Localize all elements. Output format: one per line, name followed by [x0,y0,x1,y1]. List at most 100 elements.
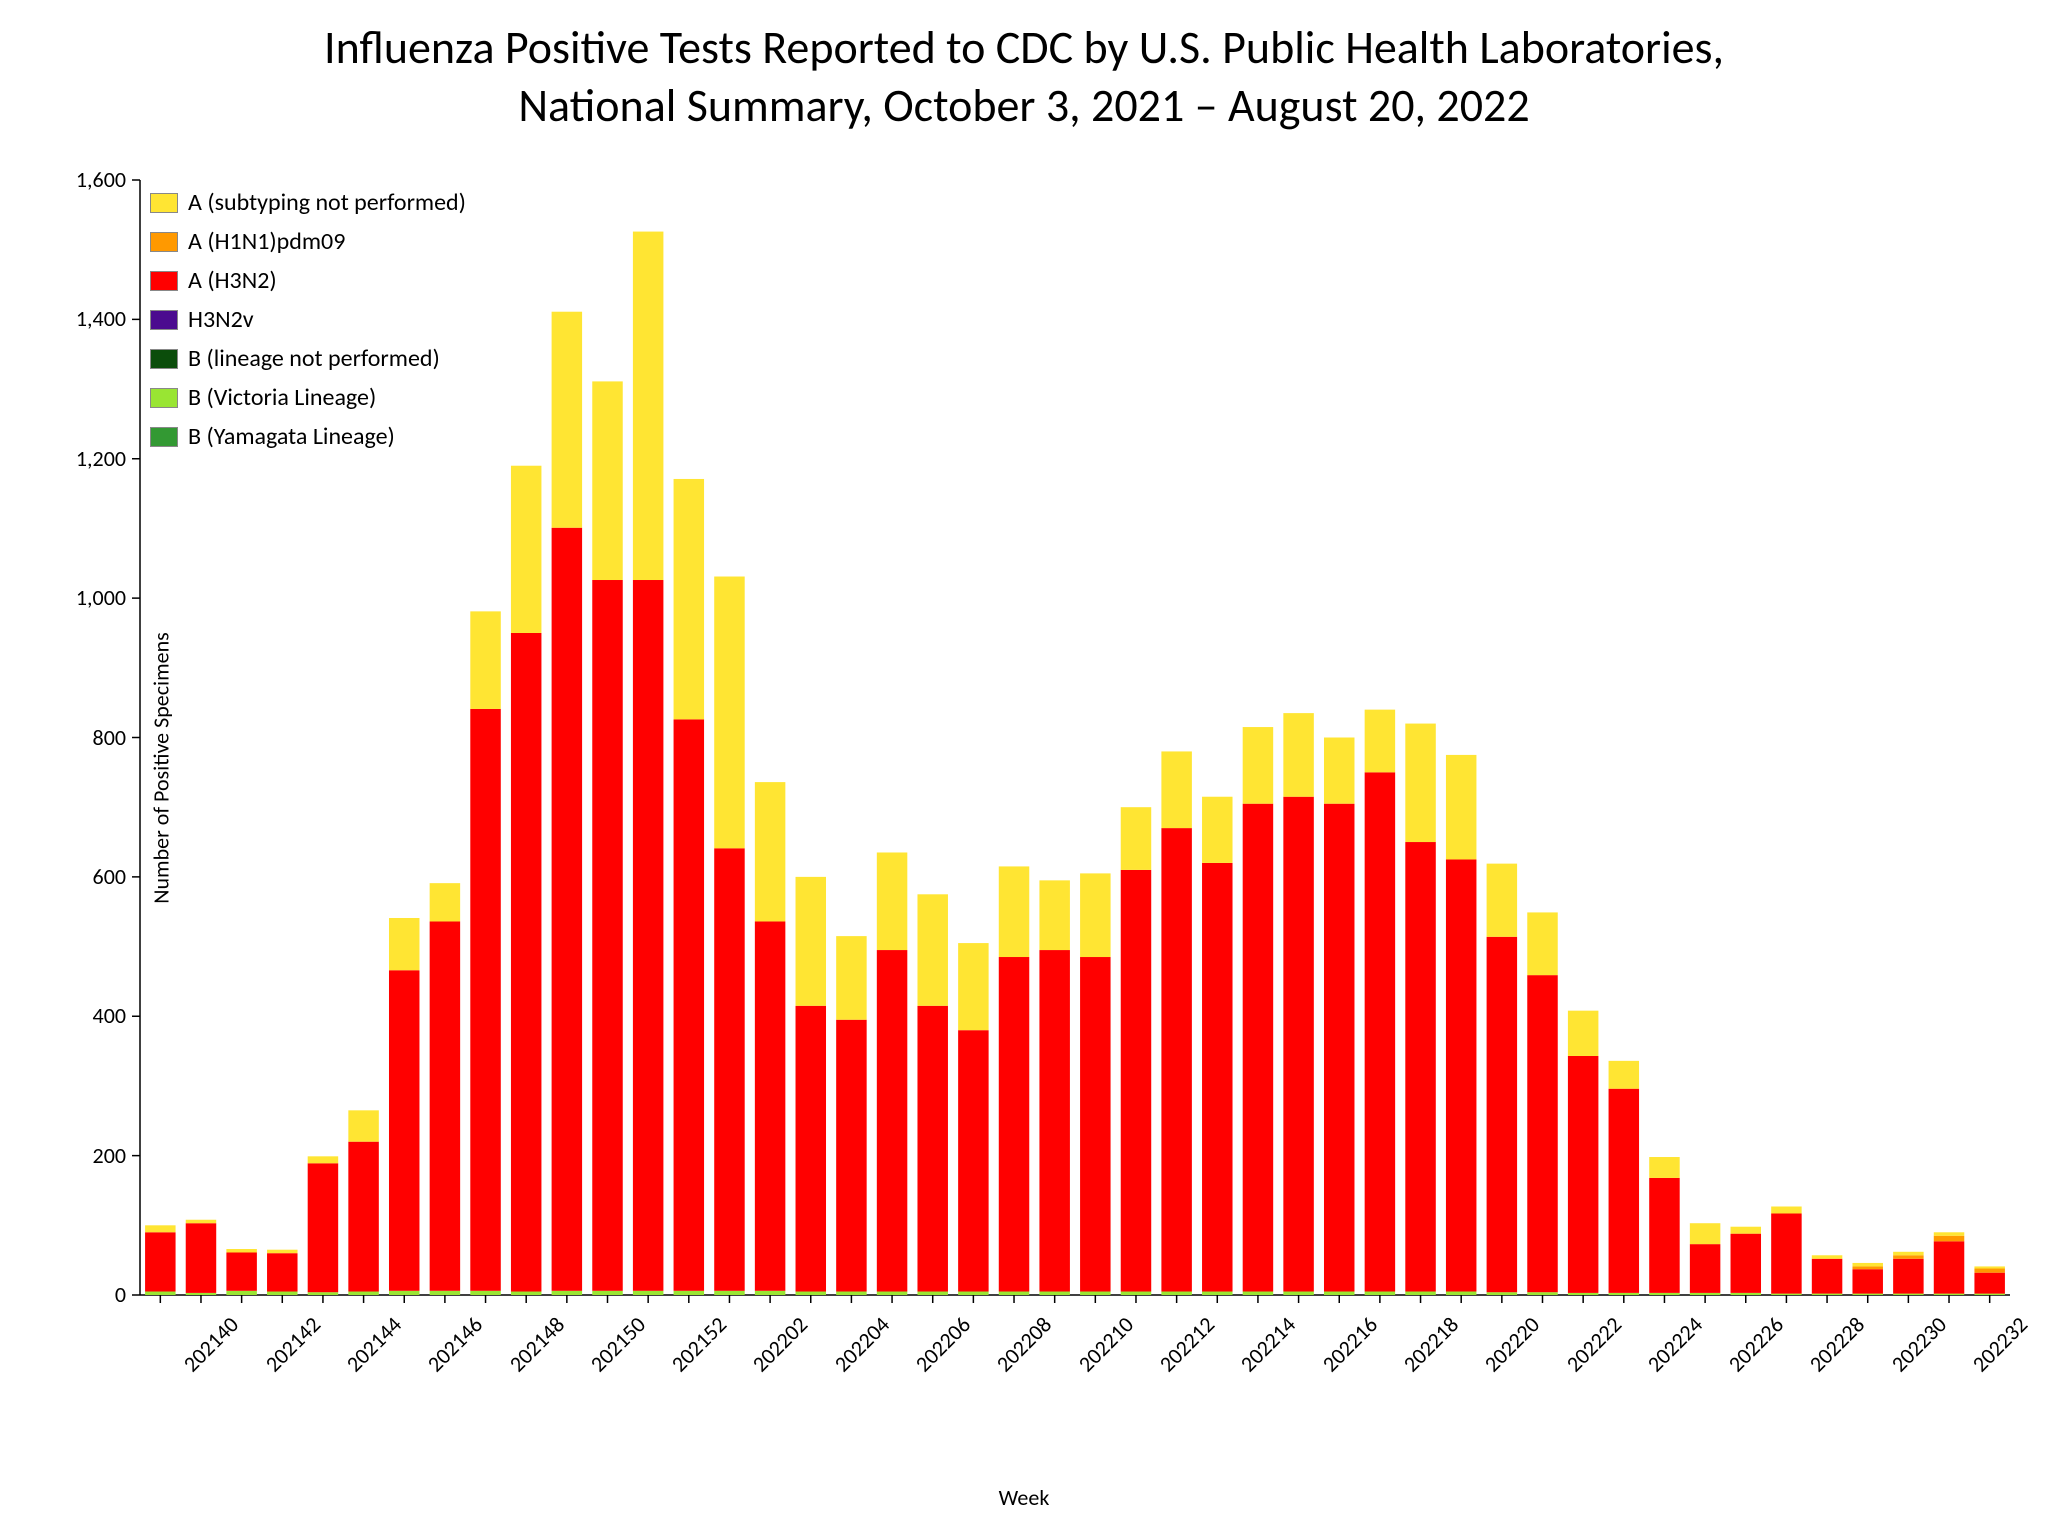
bar-segment [430,883,460,921]
bar-segment [1243,727,1273,804]
bar-segment [714,1291,744,1295]
bar-segment [836,936,866,1020]
bar-segment [1283,797,1313,1292]
bar-segment [348,1110,378,1141]
y-tick-label: 1,000 [0,584,126,611]
bar-segment [877,1292,907,1295]
bar-segment [1690,1293,1720,1295]
bar-segment [755,1291,785,1295]
bar-segment [755,782,785,921]
legend-swatch [150,349,178,369]
bar-segment [1487,937,1517,1292]
bar-segment [1161,828,1191,1291]
bar-segment [1446,1292,1476,1295]
bar-segment [348,1142,378,1292]
y-tick-label: 400 [0,1002,126,1029]
bar-segment [1405,842,1435,1291]
bar-segment [1161,1292,1191,1295]
bar-segment [511,466,541,633]
bar-segment [1934,1236,1964,1242]
bar-segment [917,1006,947,1292]
bar-segment [633,232,663,580]
bar-segment [308,1156,338,1163]
bar-segment [267,1292,297,1295]
bar-segment [592,1291,622,1295]
bar-segment [1080,957,1110,1292]
legend-swatch [150,310,178,330]
bar-segment [145,1225,175,1232]
legend-swatch [150,388,178,408]
chart-legend: A (subtyping not performed)A (H1N1)pdm09… [150,188,466,461]
bar-segment [389,1291,419,1295]
y-tick-label: 1,400 [0,305,126,332]
bar-segment [1812,1259,1842,1294]
legend-swatch [150,427,178,447]
bar-segment [1852,1269,1882,1293]
bar-segment [267,1250,297,1253]
bar-segment [1649,1293,1679,1295]
bar-segment [1649,1178,1679,1293]
bar-segment [999,957,1029,1292]
bar-segment [1080,1292,1110,1295]
legend-label: A (H3N2) [188,266,277,295]
bar-segment [958,1030,988,1291]
legend-swatch [150,193,178,213]
y-axis-label: Number of Positive Specimens [147,632,174,904]
bar-segment [470,709,500,1291]
bar-segment [348,1292,378,1295]
bar-segment [714,577,744,849]
bar-segment [836,1292,866,1295]
bar-segment [1568,1056,1598,1293]
bar-segment [430,921,460,1290]
bar-segment [1446,859,1476,1291]
bar-segment [1202,863,1232,1292]
bar-segment [1121,1292,1151,1295]
legend-label: A (H1N1)pdm09 [188,227,345,256]
bar-segment [145,1292,175,1295]
bar-segment [1812,1294,1842,1295]
bar-segment [1202,797,1232,863]
bar-segment [1934,1294,1964,1295]
x-axis-label: Week [0,1484,2048,1511]
legend-label: B (lineage not performed) [188,344,440,373]
bar-segment [755,921,785,1290]
bar-segment [1690,1244,1720,1293]
bar-segment [1893,1252,1923,1255]
legend-label: H3N2v [188,305,254,334]
bar-segment [430,1291,460,1295]
legend-swatch [150,232,178,252]
bar-segment [1324,1292,1354,1295]
bar-segment [1974,1266,2004,1268]
legend-swatch [150,271,178,291]
bar-segment [674,479,704,719]
bar-segment [1771,1294,1801,1295]
bar-segment [1934,1241,1964,1293]
bar-segment [1731,1293,1761,1295]
bar-segment [1365,710,1395,773]
legend-item: B (Yamagata Lineage) [150,422,466,451]
bar-segment [877,950,907,1291]
bar-segment [674,1291,704,1295]
bar-segment [592,381,622,580]
legend-item: A (H3N2) [150,266,466,295]
bar-segment [1487,1292,1517,1295]
bar-segment [674,719,704,1290]
bar-segment [1974,1294,2004,1295]
bar-segment [470,611,500,709]
bar-segment [958,943,988,1030]
y-tick-label: 1,600 [0,166,126,193]
bar-segment [1527,975,1557,1292]
bar-segment [1731,1227,1761,1234]
bar-segment [1527,912,1557,975]
bar-segment [633,1291,663,1295]
bar-segment [1324,804,1354,1292]
bar-segment [145,1232,175,1291]
bar-segment [1283,1292,1313,1295]
y-tick-label: 200 [0,1142,126,1169]
bar-segment [633,580,663,1291]
bar-segment [226,1249,256,1252]
bar-segment [1405,724,1435,842]
bar-segment [1609,1061,1639,1089]
bar-segment [1649,1157,1679,1178]
bar-segment [1080,873,1110,957]
